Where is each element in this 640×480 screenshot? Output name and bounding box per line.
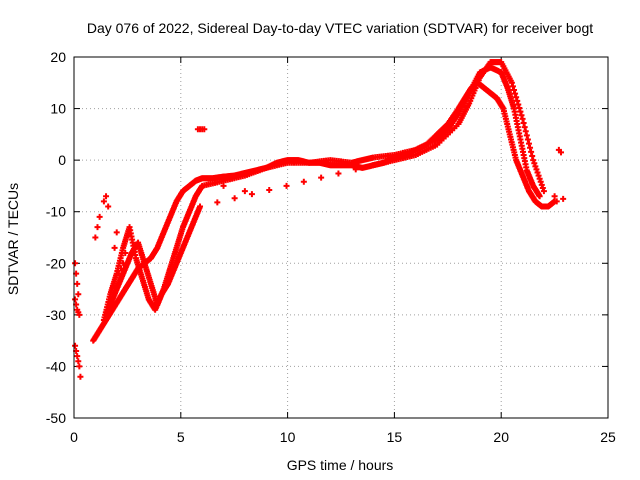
data-point [352, 166, 359, 173]
data-point [103, 193, 110, 200]
data-point [201, 126, 208, 133]
grid-lines [74, 57, 608, 418]
x-tick-label: 5 [177, 429, 185, 445]
data-point [527, 144, 534, 151]
data-point [511, 87, 518, 94]
data-point [522, 128, 529, 135]
data-point [531, 160, 538, 167]
data-point [74, 280, 81, 287]
data-point [111, 244, 118, 251]
data-point [539, 184, 546, 191]
data-point [513, 94, 520, 101]
data-point [72, 296, 79, 303]
data-point [521, 124, 528, 131]
y-tick-label: -40 [46, 358, 66, 374]
data-point [536, 175, 543, 182]
data-point [533, 166, 540, 173]
data-point [532, 163, 539, 170]
data-point [518, 112, 525, 119]
x-tick-label: 0 [70, 429, 78, 445]
data-point [76, 363, 83, 370]
data-point [525, 140, 532, 147]
data-series [72, 59, 567, 380]
data-point [75, 358, 82, 365]
data-point [335, 170, 342, 177]
data-point [515, 101, 522, 108]
data-point [100, 198, 107, 205]
data-point [283, 182, 290, 189]
y-axis-label: SDTVAR / TECUs [5, 183, 21, 295]
data-point [266, 187, 273, 194]
data-point [75, 291, 82, 298]
data-point [214, 199, 221, 206]
axis-ticks: 0 5 10 15 20 25 -50 -40 -30 -20 -10 0 10 20 [46, 49, 616, 445]
data-point [537, 178, 544, 185]
data-point [300, 178, 307, 185]
data-point [558, 149, 565, 156]
data-point [536, 193, 543, 200]
data-point [514, 97, 521, 104]
data-point [520, 120, 527, 127]
y-tick-label: 10 [50, 101, 66, 117]
data-point [115, 270, 122, 277]
data-point [92, 234, 99, 241]
data-point [74, 353, 81, 360]
data-point [220, 182, 227, 189]
data-point [197, 203, 204, 210]
data-point [117, 265, 124, 272]
data-point [535, 172, 542, 179]
data-point [516, 105, 523, 112]
y-tick-label: 20 [50, 49, 66, 65]
data-point [231, 195, 238, 202]
x-tick-label: 10 [280, 429, 296, 445]
series-left-fragments [72, 193, 129, 380]
data-point [248, 191, 255, 198]
data-point [538, 181, 545, 188]
data-point [76, 311, 83, 318]
data-point [519, 115, 526, 122]
chart-title: Day 076 of 2022, Sidereal Day-to-day VTE… [87, 20, 593, 36]
data-point [96, 213, 103, 220]
data-point [530, 157, 537, 164]
x-tick-label: 25 [600, 429, 616, 445]
data-point [122, 249, 129, 256]
y-tick-label: -50 [46, 410, 66, 426]
x-tick-label: 20 [493, 429, 509, 445]
y-tick-label: -10 [46, 204, 66, 220]
y-tick-label: 0 [58, 152, 66, 168]
data-point [528, 148, 535, 155]
y-tick-label: -30 [46, 307, 66, 323]
data-point [113, 229, 120, 236]
data-point [318, 174, 325, 181]
data-point [512, 90, 519, 97]
x-tick-label: 15 [387, 429, 403, 445]
plot-frame [73, 56, 609, 419]
data-point [560, 195, 567, 202]
series-tertiary-trace [100, 59, 547, 324]
data-point [509, 83, 516, 90]
data-point [523, 132, 530, 139]
x-axis-label: GPS time / hours [287, 457, 394, 473]
data-point [524, 136, 531, 143]
data-point [534, 169, 541, 176]
data-point [105, 203, 112, 210]
data-point [551, 193, 558, 200]
series-isolated-points [194, 126, 567, 205]
data-point [540, 188, 547, 195]
data-point [508, 79, 515, 86]
data-point [120, 260, 127, 267]
data-point [72, 342, 79, 349]
data-point [517, 108, 524, 115]
y-tick-label: -20 [46, 255, 66, 271]
data-point [77, 373, 84, 380]
data-point [529, 153, 536, 160]
data-point [553, 198, 560, 205]
data-point [241, 188, 248, 195]
data-point [72, 260, 79, 267]
data-point [94, 224, 101, 231]
